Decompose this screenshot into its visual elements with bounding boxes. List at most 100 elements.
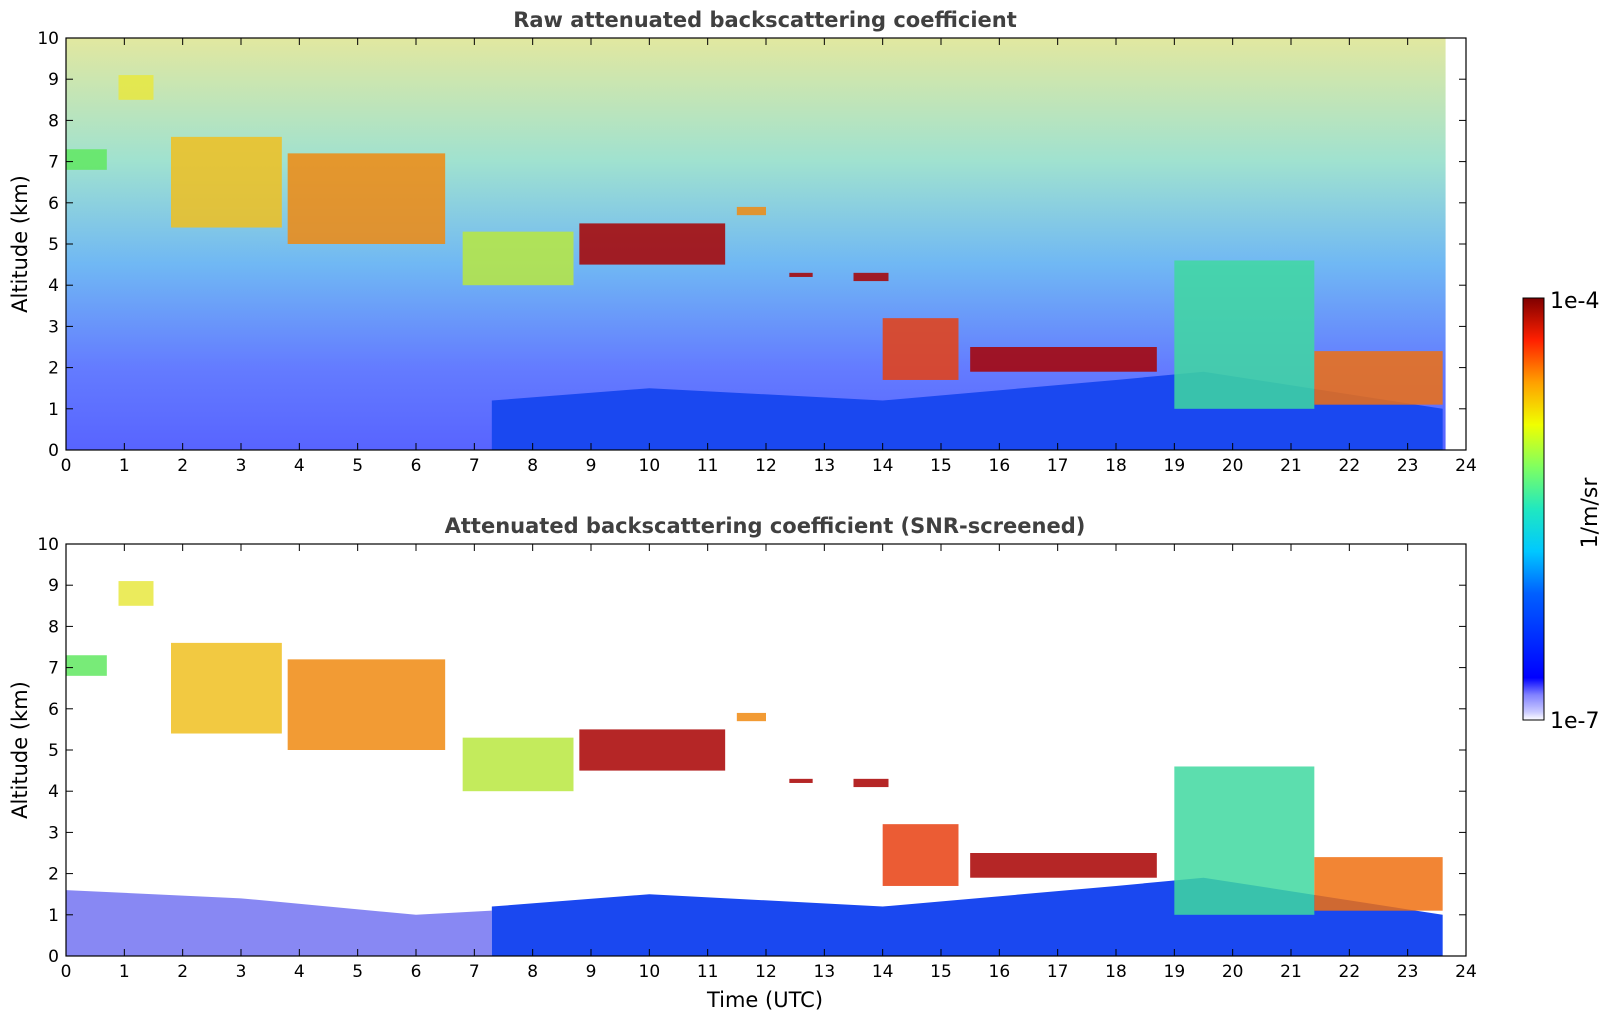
x-tick-label: 4 xyxy=(294,962,305,982)
x-tick-label: 18 xyxy=(1105,962,1127,982)
colorbar-min-label: 1e-7 xyxy=(1550,709,1599,734)
x-tick-label: 12 xyxy=(755,962,777,982)
x-tick-label: 12 xyxy=(755,456,777,476)
x-tick-label: 1 xyxy=(119,962,130,982)
x-axis-label: Time (UTC) xyxy=(706,988,823,1012)
x-tick-label: 0 xyxy=(61,456,72,476)
x-tick-label: 11 xyxy=(697,962,719,982)
x-tick-label: 7 xyxy=(469,456,480,476)
y-tick-label: 4 xyxy=(48,782,59,802)
panel-2-heatmap xyxy=(66,581,1443,956)
cloud-layer xyxy=(118,581,154,606)
panel-1-ylabel: Altitude (km) xyxy=(8,175,32,313)
x-tick-label: 24 xyxy=(1455,962,1477,982)
panel-screened: Attenuated backscattering coefficient (S… xyxy=(8,514,1477,1012)
y-tick-label: 10 xyxy=(37,535,59,555)
x-tick-label: 14 xyxy=(872,962,894,982)
x-tick-label: 10 xyxy=(639,456,661,476)
x-tick-label: 0 xyxy=(61,962,72,982)
cloud-layer xyxy=(736,712,766,722)
panel-2-x-ticks: 0 1 2 3 4 5 6 7 8 9 10 11 12 13 14 15 16 17 18 19 20 21 22 23 24 xyxy=(61,544,1477,982)
cloud-layer xyxy=(882,824,959,886)
y-tick-label: 4 xyxy=(48,276,59,296)
cloud-layer xyxy=(287,153,446,244)
cloud-layer xyxy=(579,223,726,265)
x-tick-label: 5 xyxy=(352,962,363,982)
cloud-layer xyxy=(970,853,1157,878)
y-tick-label: 7 xyxy=(48,153,59,173)
x-tick-label: 9 xyxy=(586,962,597,982)
x-tick-label: 8 xyxy=(527,962,538,982)
x-tick-label: 2 xyxy=(177,962,188,982)
x-tick-label: 23 xyxy=(1397,456,1419,476)
x-tick-label: 19 xyxy=(1164,962,1186,982)
cloud-layer xyxy=(853,778,889,788)
x-tick-label: 20 xyxy=(1222,962,1244,982)
y-tick-label: 10 xyxy=(37,29,59,49)
y-tick-label: 5 xyxy=(48,741,59,761)
colorbar-unit-label: 1/m/sr xyxy=(1578,477,1603,549)
x-tick-label: 22 xyxy=(1339,962,1361,982)
y-tick-label: 8 xyxy=(48,111,59,131)
cloud-layer xyxy=(1314,857,1443,911)
y-tick-label: 9 xyxy=(48,576,59,596)
panel-raw: Raw attenuated backscattering coefficien… xyxy=(8,8,1477,476)
y-tick-label: 8 xyxy=(48,617,59,637)
panel-1-x-ticks: 0 1 2 3 4 5 6 7 8 9 10 11 12 13 14 15 16 17 18 19 20 21 22 23 24 xyxy=(61,38,1477,476)
cloud-layer xyxy=(66,655,107,676)
x-tick-label: 13 xyxy=(814,456,836,476)
x-tick-label: 21 xyxy=(1280,456,1302,476)
panel-1-y-ticks: 0 1 2 3 4 5 6 7 8 9 10 xyxy=(37,29,1466,461)
x-tick-label: 1 xyxy=(119,456,130,476)
colorbar: 1e-4 1e-7 1/m/sr xyxy=(1522,289,1603,734)
y-tick-label: 2 xyxy=(48,359,59,379)
cloud-layer xyxy=(171,136,282,228)
cloud-layer xyxy=(736,206,766,216)
x-tick-label: 8 xyxy=(527,456,538,476)
cloud-layer xyxy=(66,149,107,170)
x-tick-label: 17 xyxy=(1047,456,1069,476)
y-tick-label: 9 xyxy=(48,70,59,90)
x-tick-label: 19 xyxy=(1164,456,1186,476)
y-tick-label: 6 xyxy=(48,700,59,720)
cloud-layer xyxy=(1314,351,1443,405)
y-tick-label: 3 xyxy=(48,823,59,843)
y-tick-label: 7 xyxy=(48,659,59,679)
panel-2-title: Attenuated backscattering coefficient (S… xyxy=(445,514,1086,538)
cloud-layer xyxy=(1174,260,1315,409)
x-tick-label: 16 xyxy=(989,962,1011,982)
x-tick-label: 18 xyxy=(1105,456,1127,476)
x-tick-label: 15 xyxy=(930,456,952,476)
y-tick-label: 0 xyxy=(48,947,59,967)
cloud-layer xyxy=(882,318,959,380)
x-tick-label: 10 xyxy=(639,962,661,982)
y-tick-label: 0 xyxy=(48,441,59,461)
x-tick-label: 6 xyxy=(411,456,422,476)
x-tick-label: 15 xyxy=(930,962,952,982)
cloud-layer xyxy=(579,729,726,771)
x-tick-label: 21 xyxy=(1280,962,1302,982)
cloud-layer xyxy=(118,75,154,100)
y-tick-label: 3 xyxy=(48,317,59,337)
panel-1-heatmap xyxy=(66,38,1446,450)
x-tick-label: 5 xyxy=(352,456,363,476)
x-tick-label: 4 xyxy=(294,456,305,476)
x-tick-label: 22 xyxy=(1339,456,1361,476)
x-tick-label: 17 xyxy=(1047,962,1069,982)
x-tick-label: 11 xyxy=(697,456,719,476)
panel-1-title: Raw attenuated backscattering coefficien… xyxy=(513,8,1017,32)
x-tick-label: 14 xyxy=(872,456,894,476)
cloud-layer xyxy=(789,272,813,277)
y-tick-label: 1 xyxy=(48,906,59,926)
x-tick-label: 20 xyxy=(1222,456,1244,476)
x-tick-label: 13 xyxy=(814,962,836,982)
cloud-layer xyxy=(171,642,282,734)
cloud-layer xyxy=(287,659,446,750)
cloud-layer xyxy=(462,231,574,286)
x-tick-label: 23 xyxy=(1397,962,1419,982)
cloud-layer xyxy=(970,347,1157,372)
panel-2-ylabel: Altitude (km) xyxy=(8,681,32,819)
x-tick-label: 3 xyxy=(236,456,247,476)
colorbar-gradient xyxy=(1522,297,1545,721)
